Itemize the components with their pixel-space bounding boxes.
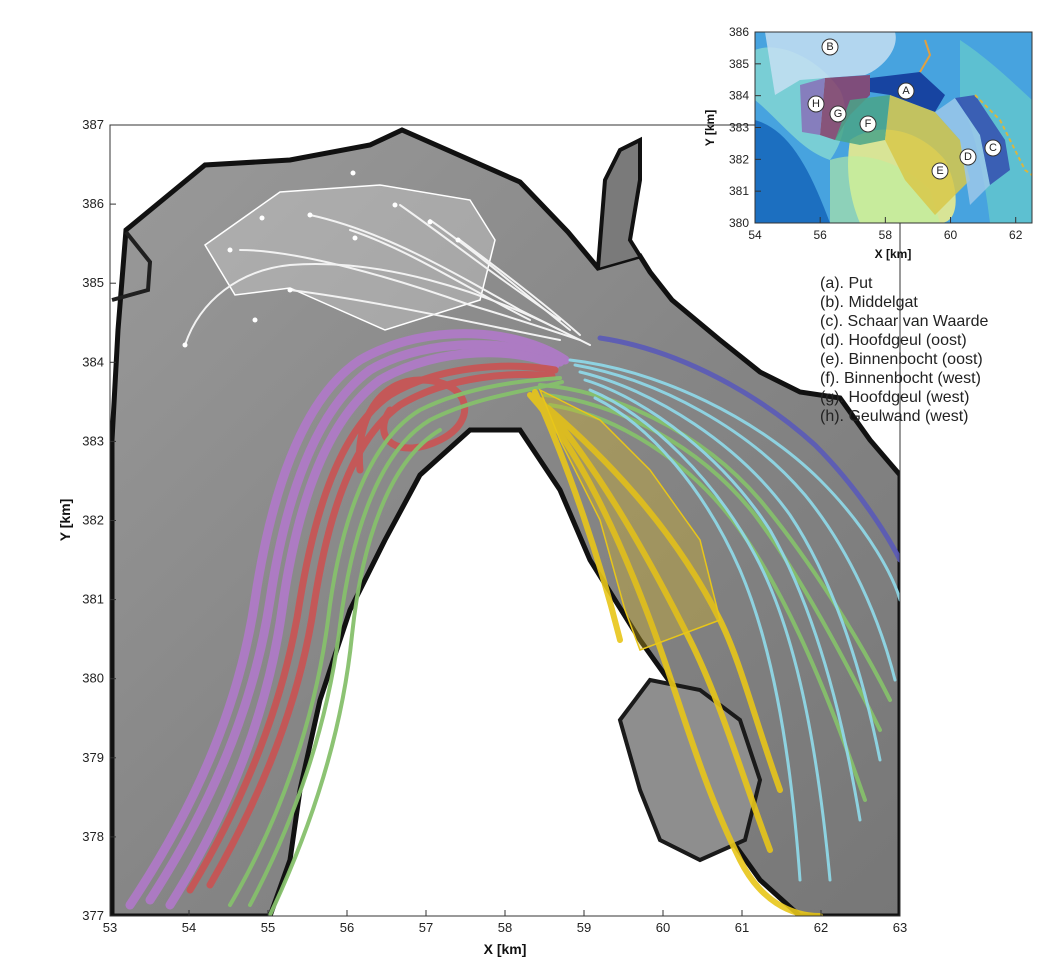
zone-marker-f: F [865,118,872,130]
trajectories-binnenbocht-oost [527,389,823,916]
main-x-axis-title: X [km] [484,941,527,957]
main-x-tick-label: 55 [261,920,275,935]
main-y-tick-label: 378 [82,829,104,844]
zone-marker-d: D [964,151,972,163]
inset-x-tick-label: 60 [944,228,958,242]
main-x-tick-label: 63 [893,920,907,935]
harbour-channel [596,136,642,269]
main-x-tick-label: 60 [656,920,670,935]
zone-marker-h: H [812,98,820,110]
main-y-axis-title: Y [km] [57,499,73,542]
legend-item: (h). Geulwand (west) [820,408,969,425]
trajectories-geulwand-west [125,329,570,910]
zone-marker-g: G [834,108,843,120]
main-y-tick-label: 385 [82,275,104,290]
inset-y-tick-label: 381 [729,184,749,198]
inset-y-tick-label: 383 [729,121,749,135]
legend-item: (a). Put [820,275,873,292]
zone-marker-c: C [989,142,997,154]
main-x-tick-label: 54 [182,920,196,935]
zone-g-hoofdgeul-west [820,75,870,140]
inset-y-tick-label: 386 [729,25,749,39]
inset-x-tick-label: 56 [813,228,827,242]
main-x-tick-label: 58 [498,920,512,935]
trajectories-put [597,335,900,563]
main-map [110,127,900,916]
inset-x-tick-label: 58 [879,228,893,242]
inset-y-axis-title: Y [km] [703,110,717,146]
main-y-tick-label: 380 [82,671,104,686]
main-y-tick-label: 381 [82,592,104,607]
legend-item: (d). Hoofdgeul (oost) [820,332,967,349]
main-x-tick-label: 59 [577,920,591,935]
main-y-tick-label: 384 [82,354,104,369]
inset-harbour [919,39,932,73]
legend-item: (b). Middelgat [820,294,918,311]
inset-x-tick-label: 54 [748,228,762,242]
inset-y-tick-label: 380 [729,216,749,230]
main-y-tick-label: 377 [82,908,104,923]
main-x-tick-label: 56 [340,920,354,935]
main-axes: 53 54 55 56 57 58 59 60 61 62 63 377 378 379 380 381 382… [82,117,907,935]
particle-start-points [182,170,461,348]
zone-marker-e: E [936,165,943,177]
legend: (a). Put (b). Middelgat (c). Schaar van Wa… [820,274,988,426]
trajectories-binnenbocht-west [228,376,892,916]
legend-item: (c). Schaar van Waarde [820,313,989,330]
main-y-tick-label: 387 [82,117,104,132]
main-x-tick-label: 53 [103,920,117,935]
main-y-tick-label: 386 [82,196,104,211]
inset-y-tick-label: 382 [729,152,749,166]
legend-item: (e). Binnenbocht (oost) [820,351,983,368]
main-x-tick-label: 61 [735,920,749,935]
inset-map: B A H G F C D E [755,32,1032,223]
legend-item: (g). Hoofdgeul (west) [820,389,970,406]
main-y-tick-label: 382 [82,513,104,528]
zone-e-binnenbocht-oost [885,95,970,215]
inset-axes: 54 56 58 60 62 380 381 382 383 384 385 386 [729,25,1033,242]
legend-item: (f). Binnenbocht (west) [820,370,981,387]
zone-marker-b: B [826,41,833,53]
shoal-south [345,600,745,916]
headland-rim [111,230,153,302]
main-x-tick-label: 62 [814,920,828,935]
zone-marker-a: A [902,85,910,97]
inset-y-tick-label: 385 [729,57,749,71]
main-x-tick-label: 57 [419,920,433,935]
trajectories-hoofdgeul-west [186,362,559,894]
inset-x-axis-title: X [km] [875,247,912,261]
zone-c-schaar-van-waarde [955,95,1010,185]
inset-x-tick-label: 62 [1009,228,1023,242]
main-y-tick-label: 379 [82,750,104,765]
inset-coastline [974,94,1032,176]
zone-markers: B A H G F C D E [807,38,1002,180]
main-y-tick-label: 383 [82,433,104,448]
trajectories-middelgat [184,204,591,346]
zone-b-middelgat [765,32,896,95]
inset-y-tick-label: 384 [729,89,749,103]
zone-outline-binnenbocht-oost [538,388,721,651]
trajectories-schaar-van-waarde [568,358,900,882]
